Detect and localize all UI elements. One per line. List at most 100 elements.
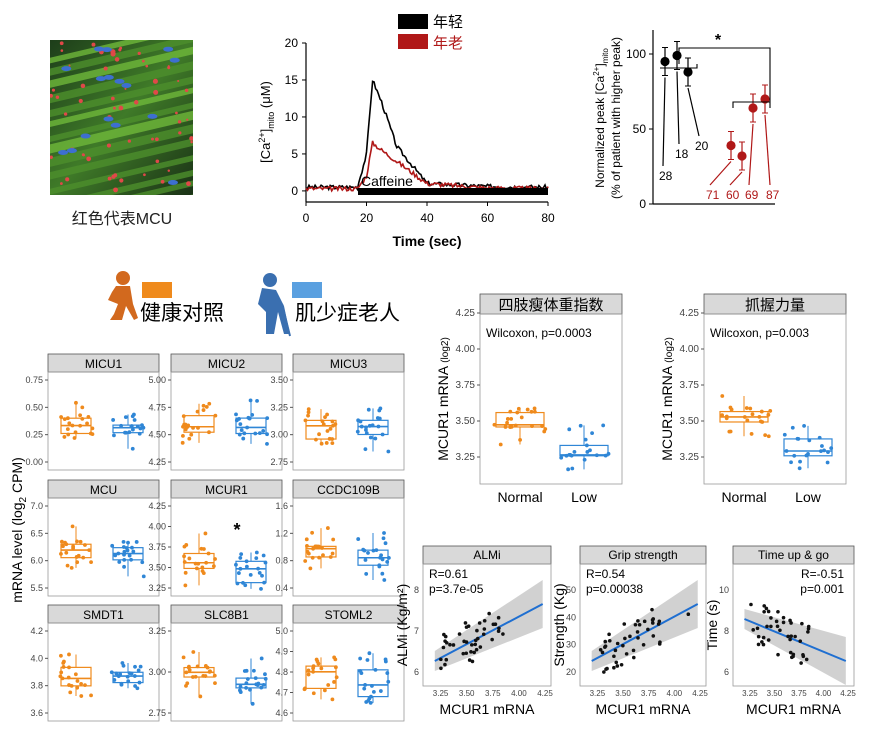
- data-point: [789, 460, 793, 465]
- fibre: [50, 40, 150, 64]
- y-tick-label: 4.75: [148, 402, 166, 412]
- data-point: [234, 412, 238, 417]
- y-tick-label: 6.5: [30, 528, 43, 538]
- data-point: [650, 607, 654, 612]
- trace-x-label: Time (sec): [393, 233, 462, 249]
- gene-panel-mcur1: MCUR1 3.25 3.50 3.75 4.00 4.25 *: [148, 479, 283, 597]
- fibre: [50, 61, 193, 104]
- data-point: [635, 630, 640, 634]
- data-point: [67, 652, 71, 657]
- age-arrow: [662, 77, 666, 167]
- red-mcu-dot: [127, 139, 131, 143]
- data-point: [80, 417, 85, 421]
- data-point: [490, 637, 494, 642]
- data-point: [451, 643, 456, 647]
- data-point: [319, 441, 324, 446]
- y-tick-label: 4.25: [148, 501, 166, 511]
- data-point: [820, 444, 824, 448]
- y-tick-label: 0.50: [25, 402, 43, 412]
- data-point: [358, 419, 363, 424]
- panel-title: MICU1: [85, 357, 123, 371]
- data-point: [583, 437, 588, 442]
- data-point: [255, 683, 260, 688]
- red-mcu-dot: [141, 59, 145, 63]
- data-point: [138, 664, 143, 669]
- y-axis-label-main: MCUR1 mRNA: [659, 363, 675, 461]
- fibre: [50, 102, 193, 142]
- data-point: [763, 433, 768, 438]
- data-point: [764, 606, 769, 611]
- data-point: [73, 430, 78, 435]
- data-point: [788, 637, 792, 642]
- y-tick-label: 3.25: [456, 452, 476, 463]
- x-category-label: Low: [571, 489, 598, 505]
- data-point: [191, 650, 196, 654]
- data-point: [470, 659, 475, 664]
- old-trace-line: [305, 140, 549, 193]
- data-point: [819, 449, 823, 453]
- data-point: [112, 433, 116, 438]
- data-point: [260, 573, 264, 578]
- data-point: [637, 622, 642, 627]
- data-point: [646, 627, 650, 632]
- y-tick-label: 3.50: [680, 416, 700, 427]
- data-point: [330, 697, 335, 702]
- data-point: [67, 683, 71, 687]
- data-point: [612, 654, 616, 659]
- y-axis-label: ALMi (Kg/m²): [394, 584, 410, 666]
- data-point: [201, 403, 206, 408]
- data-point: [749, 432, 754, 436]
- data-point: [636, 619, 640, 623]
- data-point: [377, 408, 382, 413]
- stat-label: Wilcoxon, p=0.0003: [486, 326, 592, 340]
- data-point: [248, 572, 253, 577]
- data-point: [804, 453, 809, 458]
- data-point: [796, 437, 801, 441]
- data-point: [201, 571, 206, 576]
- data-point: [439, 666, 443, 671]
- data-point: [70, 524, 75, 529]
- data-point: [113, 553, 118, 558]
- data-point: [650, 618, 655, 622]
- y-tick-label: 30: [566, 640, 576, 650]
- data-point: [744, 406, 749, 410]
- data-point: [259, 685, 264, 690]
- box: [559, 444, 609, 457]
- nucleus: [101, 47, 112, 53]
- peak-point: [683, 67, 693, 77]
- data-point: [137, 431, 142, 436]
- data-point: [75, 560, 80, 565]
- data-point: [259, 586, 263, 591]
- x-tick-label: 3.75: [485, 689, 501, 698]
- red-mcu-dot: [113, 106, 116, 110]
- panel-frame: [422, 563, 552, 687]
- box: [357, 419, 389, 436]
- data-point: [619, 662, 624, 667]
- data-point: [807, 438, 812, 443]
- data-point: [261, 429, 266, 433]
- y-tick-label: 20: [285, 36, 299, 50]
- data-point: [601, 423, 606, 428]
- data-point: [475, 628, 479, 633]
- peak-y-label-2: (% of patient with higher peak): [609, 37, 623, 199]
- data-point: [374, 548, 379, 553]
- data-point: [59, 551, 63, 556]
- data-point: [798, 639, 803, 643]
- data-point: [79, 694, 84, 698]
- data-point: [806, 630, 810, 634]
- y-axis-label-sub: (log2): [440, 337, 451, 363]
- data-point: [265, 432, 269, 437]
- data-point: [132, 412, 136, 417]
- data-point: [367, 423, 372, 428]
- data-point: [444, 640, 449, 645]
- data-point: [121, 663, 126, 668]
- data-point: [140, 560, 145, 565]
- data-point: [65, 563, 70, 568]
- data-point: [441, 645, 446, 650]
- x-category-label: Low: [795, 489, 822, 505]
- y-tick-label: 3.6: [30, 708, 43, 718]
- data-point: [371, 548, 376, 553]
- data-point: [242, 669, 247, 673]
- y-tick-label: 0.4: [275, 583, 288, 593]
